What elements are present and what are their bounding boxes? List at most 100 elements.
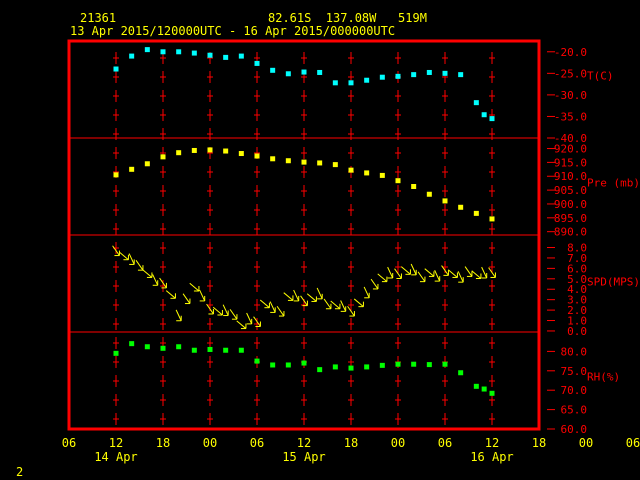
wind-arrow-shaft: [424, 268, 435, 277]
wind-arrow: [142, 269, 153, 278]
x-tick-label: 06: [250, 436, 264, 450]
pres-point: [113, 172, 119, 178]
y-tick-label: 895.0: [554, 212, 587, 225]
panel-label: Pre (mb): [587, 177, 640, 190]
y-tick-label: 910.0: [554, 170, 587, 183]
wind-arrow-shaft: [323, 298, 332, 310]
pres-point: [458, 204, 464, 210]
x-tick-label: 00: [391, 436, 405, 450]
pres-point: [426, 191, 432, 197]
wind-arrow: [253, 316, 261, 327]
wind-arrow: [316, 287, 323, 300]
x-tick-label: 18: [344, 436, 358, 450]
wind-arrow-shaft: [377, 273, 388, 283]
wind-arrow: [464, 266, 473, 277]
wind-arrow: [222, 304, 229, 317]
x-tick-label: 18: [532, 436, 546, 450]
panel-label: T(C): [587, 70, 614, 83]
pres-point: [223, 148, 229, 154]
x-tick-label: 06: [626, 436, 640, 450]
rh-point: [317, 367, 323, 373]
series-layer: [112, 47, 496, 396]
rh-point: [238, 347, 244, 353]
wind-arrow: [323, 298, 332, 310]
temp-point: [348, 80, 354, 86]
wind-arrow-shaft: [471, 270, 482, 279]
temp-point: [473, 100, 479, 106]
y-tick-label: 65.0: [561, 404, 588, 417]
wind-arrow-shaft: [347, 305, 355, 317]
y-tick-label: 920.0: [554, 143, 587, 156]
y-tick-label: -35.0: [554, 110, 587, 123]
y-tick-label: 7.0: [567, 252, 587, 265]
x-day-label: 14 Apr: [94, 450, 137, 464]
labels-layer: 06 12 18 00 06 12 18 00 06 12 18 00 06 14 Apr 15 Apr 16…: [62, 46, 640, 464]
x-day-label: 16 Apr: [470, 450, 513, 464]
temp-point: [223, 54, 229, 60]
wind-arrow-shaft: [118, 251, 129, 261]
wind-arrow: [447, 269, 458, 278]
rh-point: [489, 390, 495, 396]
temp-point: [481, 112, 487, 118]
x-tick-label: 12: [109, 436, 123, 450]
wind-arrow: [306, 293, 317, 302]
temp-point: [332, 80, 338, 86]
y-tick-label: 905.0: [554, 184, 587, 197]
y-tick-label: 5.0: [567, 273, 587, 286]
wind-arrow-shaft: [269, 301, 276, 313]
rh-point: [176, 344, 182, 350]
pres-point: [442, 198, 448, 204]
temp-point: [317, 69, 323, 75]
pres-point: [254, 153, 260, 159]
wind-arrow-shaft: [159, 277, 167, 289]
temp-point: [442, 70, 448, 76]
temp-point: [364, 77, 370, 83]
wind-arrow-shaft: [199, 289, 206, 302]
temp-point: [144, 47, 150, 53]
pres-point: [238, 151, 244, 157]
wind-arrow: [434, 270, 441, 282]
wind-arrow-shaft: [142, 269, 153, 278]
rh-point: [285, 362, 291, 368]
wind-arrow-shaft: [206, 303, 214, 315]
pres-point: [364, 170, 370, 176]
rh-point: [442, 361, 448, 367]
wind-arrow-shaft: [182, 293, 191, 304]
chart-frame: [67, 39, 541, 431]
wind-arrow: [112, 245, 120, 257]
x-tick-label: 06: [62, 436, 76, 450]
x-tick-label: 12: [297, 436, 311, 450]
rh-point: [379, 362, 385, 368]
wind-arrow: [229, 309, 238, 320]
temp-point: [270, 67, 276, 73]
rh-point: [364, 364, 370, 370]
wind-arrow: [246, 312, 253, 325]
wind-arrow: [135, 260, 144, 271]
x-tick-label: 00: [203, 436, 217, 450]
wind-arrow: [353, 298, 364, 308]
wind-arrow-shaft: [152, 274, 159, 286]
wind-arrow-shaft: [340, 300, 347, 312]
wind-arrow: [441, 265, 449, 276]
wind-arrow: [293, 289, 300, 302]
panel-label: SPD(MPS): [587, 276, 640, 289]
wind-arrow: [212, 306, 223, 316]
wind-arrow: [481, 266, 488, 279]
wind-arrow-shaft: [353, 298, 364, 308]
wind-arrow-shaft: [330, 300, 341, 310]
rh-point: [160, 345, 166, 351]
pres-point: [411, 184, 417, 189]
wind-arrow: [400, 266, 411, 275]
temp-point: [176, 49, 182, 55]
temp-point: [458, 72, 464, 78]
wind-arrow-shaft: [481, 266, 488, 279]
rh-point: [207, 346, 213, 352]
wind-arrow: [347, 305, 355, 317]
wind-arrow-shaft: [417, 271, 426, 282]
wind-arrow: [276, 305, 285, 317]
rh-point: [113, 350, 119, 356]
wind-arrow: [199, 289, 206, 302]
y-tick-label: -20.0: [554, 46, 587, 59]
temp-point: [207, 52, 213, 58]
pres-point: [332, 162, 338, 168]
